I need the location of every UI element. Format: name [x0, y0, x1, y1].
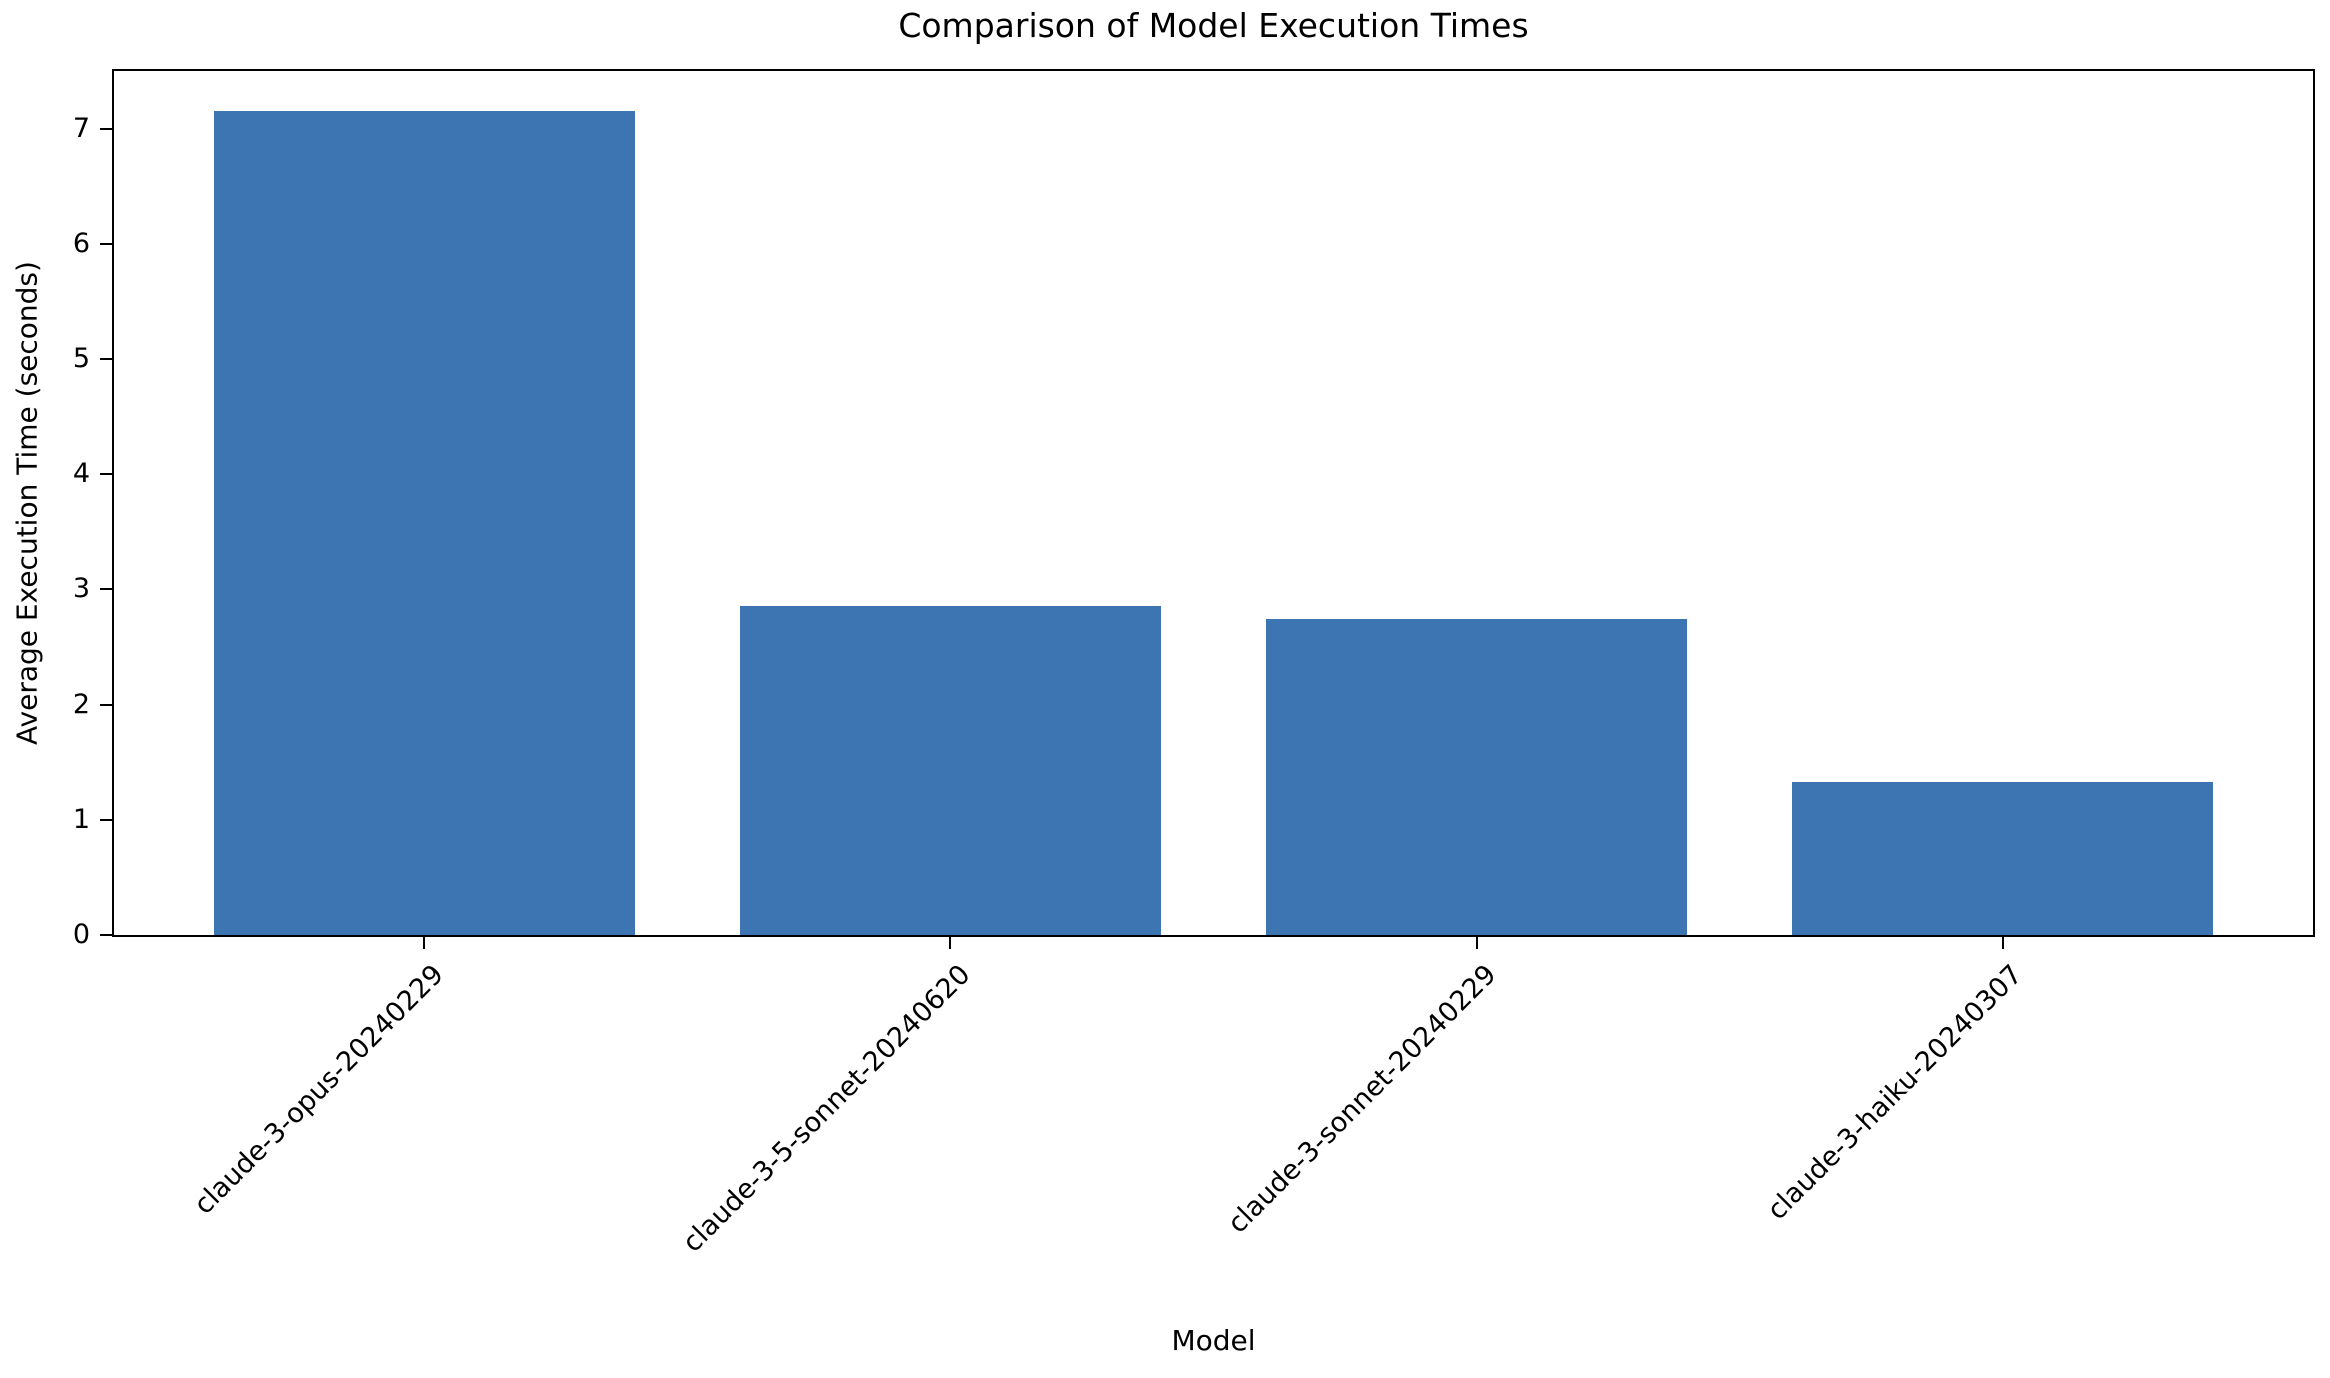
y-tick-label-4: 4 [72, 458, 90, 490]
y-tick-mark-5 [100, 358, 112, 360]
x-tick-label-1: claude-3-5-sonnet-20240620 [676, 959, 977, 1259]
x-tick-mark-1 [949, 937, 952, 949]
y-tick-label-7: 7 [72, 112, 90, 144]
bars-container [114, 71, 2313, 935]
y-tick-label-2: 2 [72, 688, 90, 720]
y-tick-label-6: 6 [72, 227, 90, 259]
chart-title: Comparison of Model Execution Times [898, 6, 1529, 45]
x-tick-mark-0 [423, 937, 426, 949]
x-tick-label-3: claude-3-haiku-20240307 [1761, 959, 2029, 1227]
bar-claude-3-5-sonnet-20240620 [740, 605, 1161, 935]
y-tick-mark-2 [100, 703, 112, 706]
y-tick-label-3: 3 [72, 573, 90, 605]
y-axis-label: Average Execution Time (seconds) [10, 261, 44, 745]
y-tick-mark-6 [100, 242, 112, 245]
y-tick-label-0: 0 [72, 919, 90, 950]
bar-claude-3-opus-20240229 [213, 111, 635, 935]
y-tick-mark-1 [100, 818, 112, 821]
y-tick-mark-3 [100, 588, 112, 591]
x-tick-label-2: claude-3-sonnet-20240229 [1222, 959, 1503, 1240]
bar-claude-3-sonnet-20240229 [1266, 619, 1687, 935]
bar-claude-3-haiku-20240307 [1792, 781, 2214, 935]
y-tick-mark-7 [100, 127, 112, 130]
x-axis-label: Model [1171, 1324, 1256, 1357]
y-tick-label-1: 1 [72, 803, 90, 835]
y-tick-label-5: 5 [72, 343, 90, 374]
y-tick-mark-0 [100, 934, 112, 936]
x-tick-mark-2 [1475, 937, 1478, 949]
y-tick-mark-4 [100, 473, 112, 476]
x-tick-label-0: claude-3-opus-20240229 [188, 959, 451, 1221]
plot-area [112, 69, 2315, 937]
x-tick-mark-3 [2001, 937, 2004, 949]
